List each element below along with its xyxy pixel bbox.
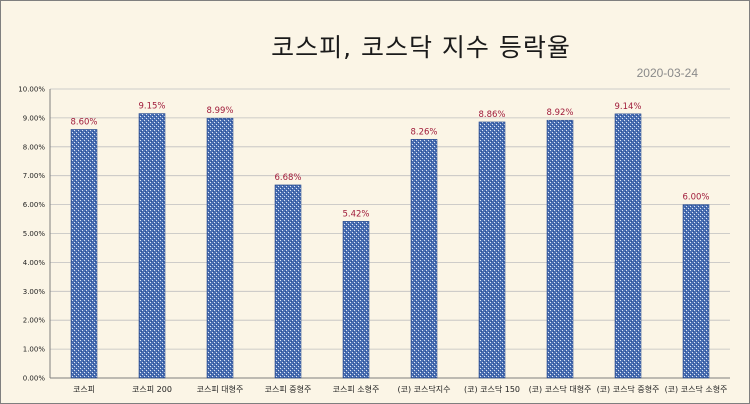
bar <box>682 204 710 379</box>
data-label: 9.14% <box>614 102 641 112</box>
data-label: 6.00% <box>682 193 709 203</box>
chart-title: 코스피, 코스닥 지수 등락율 <box>271 33 571 62</box>
y-tick-label: 10.00% <box>18 86 45 94</box>
bars <box>70 113 710 379</box>
x-tick-label: (코) 코스닥 중형주 <box>597 384 660 394</box>
bar <box>206 117 234 379</box>
data-label: 8.26% <box>410 127 437 137</box>
bar <box>70 129 98 379</box>
y-tick-label: 5.00% <box>23 230 46 238</box>
data-label: 8.60% <box>70 117 97 127</box>
x-tick-label: 코스피 소형주 <box>333 385 380 394</box>
y-tick-label: 3.00% <box>23 288 46 296</box>
data-label: 8.86% <box>478 110 505 120</box>
bar <box>478 121 506 379</box>
y-tick-label: 6.00% <box>23 201 46 209</box>
x-tick-label: (코) 코스닥 소형주 <box>665 384 728 394</box>
y-tick-label: 0.00% <box>23 375 46 383</box>
bar <box>342 221 370 379</box>
y-tick-label: 9.00% <box>23 114 46 122</box>
y-tick-label: 1.00% <box>23 346 46 354</box>
bar <box>274 184 302 379</box>
y-tick-label: 4.00% <box>23 259 46 267</box>
data-label: 5.42% <box>342 209 369 219</box>
y-tick-label: 8.00% <box>23 143 46 151</box>
data-label: 8.92% <box>546 108 573 118</box>
y-tick-label: 2.00% <box>23 317 46 325</box>
x-tick-label: 코스피 대형주 <box>197 385 244 394</box>
x-tick-label: 코스피 200 <box>132 385 172 394</box>
x-tick-label: (코) 코스닥 대형주 <box>529 384 592 394</box>
chart-date: 2020-03-24 <box>636 66 698 80</box>
data-label: 9.15% <box>138 102 165 112</box>
data-label: 8.99% <box>206 106 233 116</box>
x-tick-label: 코스피 <box>73 385 95 394</box>
data-labels: 8.60% 9.15% 8.99% 6.68% 5.42% 8.26% 8.86% 8.92%… <box>70 102 709 220</box>
y-tick-labels: 0.00% 1.00% 2.00% 3.00% 4.00% 5.00% 6.00% 7.00%… <box>18 86 45 383</box>
bar <box>546 119 574 379</box>
x-tick-label: (코) 코스닥지수 <box>398 384 451 394</box>
bar <box>410 138 438 379</box>
x-tick-labels: 코스피 코스피 200 코스피 대형주 코스피 중형주 코스피 소형주 (코) 코스닥지수… <box>73 384 727 394</box>
x-tick-label: (코) 코스닥 150 <box>464 384 520 394</box>
y-tick-label: 7.00% <box>23 172 46 180</box>
bar <box>614 113 642 379</box>
x-tick-label: 코스피 중형주 <box>265 385 312 394</box>
bar <box>138 113 166 379</box>
data-label: 6.68% <box>274 173 301 183</box>
